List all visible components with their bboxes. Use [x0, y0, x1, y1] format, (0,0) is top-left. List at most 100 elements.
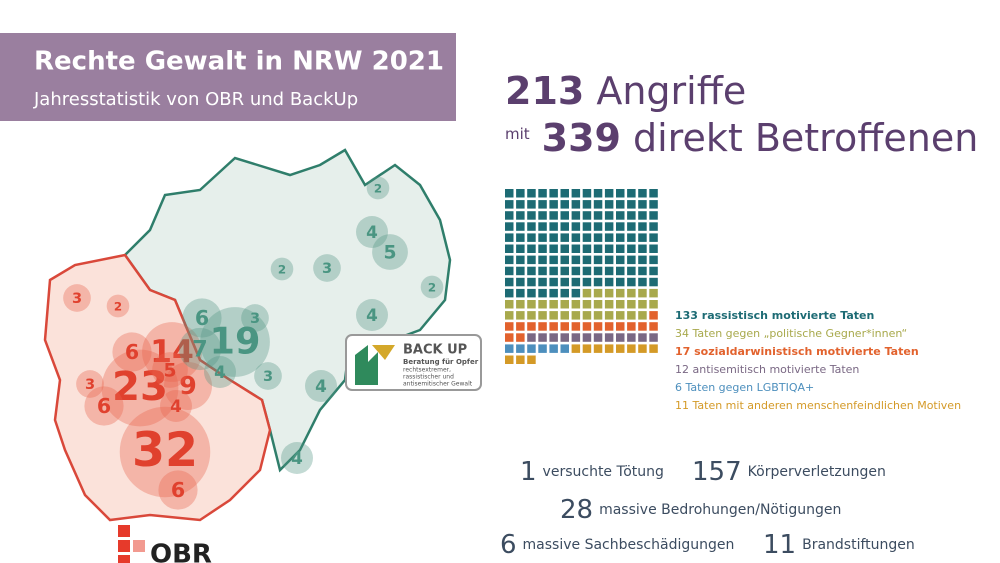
waffle-square	[549, 333, 558, 342]
map-bubble	[164, 362, 212, 410]
map-bubble-label: 2	[374, 182, 382, 196]
map-bubble-label: 14	[150, 334, 194, 370]
waffle-square	[571, 311, 581, 320]
waffle-square	[649, 344, 658, 353]
waffle-square	[638, 300, 647, 309]
waffle-square	[505, 300, 514, 309]
waffle-square	[571, 333, 581, 342]
waffle-square	[527, 244, 536, 253]
waffle-square	[571, 300, 581, 309]
waffle-square	[527, 255, 536, 265]
waffle-square	[549, 277, 558, 287]
waffle-square	[593, 333, 603, 342]
map-bubble-label: 4	[214, 362, 226, 382]
waffle-square	[627, 266, 636, 276]
stat-number: 157	[692, 457, 742, 487]
stat-number: 11	[763, 530, 796, 560]
waffle-square	[649, 244, 658, 253]
waffle-square	[649, 200, 658, 209]
victims-number: 339	[542, 116, 621, 160]
waffle-square	[516, 200, 525, 209]
waffle-square	[582, 200, 592, 209]
stat: 1 versuchte Tötung	[520, 457, 664, 487]
waffle-square	[549, 288, 558, 298]
waffle-square	[604, 322, 614, 331]
waffle-square	[538, 311, 547, 320]
waffle-square	[516, 300, 525, 309]
map-bubble	[119, 406, 211, 498]
waffle-square	[505, 277, 514, 287]
stat-label: massive Bedrohungen/Nötigungen	[599, 502, 841, 518]
legend-entry: 133 rassistisch motivierte Taten	[675, 309, 874, 322]
waffle-square	[593, 244, 603, 253]
waffle-square	[616, 200, 625, 209]
waffle-square	[505, 288, 514, 298]
map-bubble-label: 5	[383, 243, 396, 264]
waffle-square	[538, 322, 547, 331]
waffle-square	[538, 255, 547, 265]
obr-logo-text: OBR	[150, 540, 212, 563]
waffle-square	[527, 222, 536, 231]
waffle-square	[527, 189, 536, 198]
stat: 11 Brandstiftungen	[763, 530, 915, 560]
waffle-square	[538, 211, 547, 220]
waffle-square	[627, 211, 636, 220]
map-bubble-label: 23	[112, 364, 168, 410]
waffle-square	[638, 244, 647, 253]
waffle-square	[505, 344, 514, 353]
legend-entry: 6 Taten gegen LGBTIQA+	[675, 381, 814, 394]
waffle-square	[560, 311, 569, 320]
waffle-square	[638, 255, 647, 265]
map-bubble-label: 4	[291, 448, 303, 468]
waffle-square	[627, 288, 636, 298]
map-bubble-label: 6	[171, 478, 185, 502]
waffle-square	[560, 322, 569, 331]
waffle-square	[616, 333, 625, 342]
waffle-square	[638, 277, 647, 287]
waffle-square	[516, 333, 525, 342]
map-bubble-label: 5	[163, 361, 176, 382]
waffle-square	[549, 211, 558, 220]
waffle-square	[616, 189, 625, 198]
waffle-square	[638, 211, 647, 220]
obr-logo-block	[118, 540, 130, 552]
map-bubble-label: 32	[132, 423, 198, 478]
map-bubble	[281, 442, 313, 474]
victims-label: direkt Betroffenen	[633, 116, 978, 160]
waffle-square	[604, 244, 614, 253]
map-bubble-label: 3	[250, 311, 260, 327]
map-bubble	[366, 176, 390, 200]
waffle-square	[516, 255, 525, 265]
waffle-square	[638, 333, 647, 342]
waffle-square	[516, 277, 525, 287]
waffle-square	[516, 311, 525, 320]
waffle-square	[560, 277, 569, 287]
waffle-square	[571, 344, 581, 353]
waffle-square	[616, 211, 625, 220]
waffle-square	[505, 233, 514, 242]
waffle-square	[549, 322, 558, 331]
waffle-square	[560, 200, 569, 209]
waffle-square	[616, 255, 625, 265]
backup-line: rassistischer und	[403, 374, 454, 381]
map-bubble	[76, 370, 104, 398]
waffle-square	[538, 300, 547, 309]
waffle-square	[604, 300, 614, 309]
waffle-square	[549, 311, 558, 320]
waffle-square	[582, 189, 592, 198]
waffle-square	[527, 333, 536, 342]
waffle-square	[560, 266, 569, 276]
waffle-square	[627, 344, 636, 353]
waffle-square	[527, 200, 536, 209]
waffle-square	[516, 355, 525, 364]
waffle-square	[505, 211, 514, 220]
waffle-square	[638, 344, 647, 353]
backup-icon	[355, 345, 378, 385]
waffle-square	[505, 189, 514, 198]
map-bubble-label: 2	[278, 263, 286, 277]
waffle-square	[616, 277, 625, 287]
waffle-square	[582, 255, 592, 265]
waffle-square	[527, 322, 536, 331]
map-bubble	[158, 470, 198, 510]
